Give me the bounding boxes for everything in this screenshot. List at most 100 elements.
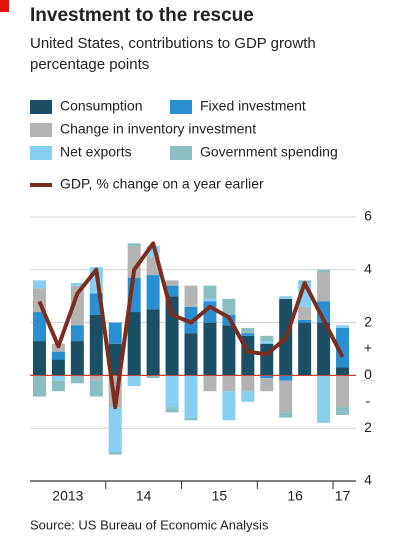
bar-segment: [317, 269, 331, 273]
bar-segment: [184, 285, 198, 307]
bar-segment: [165, 280, 179, 286]
bar-segment: [222, 391, 236, 421]
bar-segment: [203, 298, 217, 302]
legend-label: Change in inventory investment: [60, 121, 256, 137]
bar-segment: [89, 380, 103, 397]
bar-segment: [165, 375, 179, 408]
bar-segment: [89, 314, 103, 376]
legend-label: Consumption: [60, 98, 143, 114]
bar-segment: [279, 412, 293, 418]
bar-segment: [241, 391, 255, 402]
x-tick-label: 17: [335, 488, 351, 504]
sign-label: +: [364, 340, 372, 356]
subtitle: percentage points: [30, 56, 149, 73]
bar-segment: [241, 375, 255, 392]
bar-segment: [108, 407, 122, 452]
bar-segment: [336, 367, 350, 376]
bar-segment: [317, 272, 331, 302]
legend-swatch: [30, 100, 52, 114]
bar-segment: [317, 375, 331, 423]
legend-swatch: [30, 146, 52, 160]
bar-segment: [146, 375, 160, 379]
bar-segment: [298, 306, 312, 320]
bar-segment: [32, 341, 46, 376]
bar-segment: [336, 325, 350, 328]
subtitle: United States, contributions to GDP grow…: [30, 35, 316, 52]
bar-segment: [51, 351, 65, 360]
legend-swatch: [170, 100, 192, 114]
bar-segment: [279, 296, 293, 299]
bar-segment: [70, 283, 84, 286]
bar-segment: [279, 380, 293, 413]
bar-segment: [336, 375, 350, 408]
bar-segment: [70, 341, 84, 376]
bar-segment: [241, 327, 255, 334]
bar-segment: [127, 375, 141, 386]
bar-segment: [336, 407, 350, 415]
bar-segment: [127, 243, 141, 247]
bar-segment: [222, 298, 236, 315]
bar-segment: [260, 341, 274, 344]
bar-segment: [32, 280, 46, 289]
legend-swatch: [30, 123, 52, 137]
bar-segment: [108, 343, 122, 376]
bar-segment: [203, 322, 217, 376]
bar-segment: [70, 285, 84, 326]
legend-label: Net exports: [60, 144, 132, 160]
source: Source: US Bureau of Economic Analysis: [30, 517, 269, 532]
bar-segment: [32, 375, 46, 397]
bar-segment: [203, 375, 217, 392]
legend-label: GDP, % change on a year earlier: [60, 176, 264, 192]
y-tick-label: 0: [364, 366, 372, 382]
bar-segment: [184, 333, 198, 376]
legend-label: Fixed investment: [200, 98, 306, 114]
bar-segment: [260, 335, 274, 342]
x-tick-label: 15: [212, 488, 228, 504]
bar-segment: [70, 375, 84, 384]
brand-tag: [0, 0, 9, 12]
gdp-line: [37, 241, 345, 410]
bar-segment: [298, 322, 312, 376]
y-tick-label: 4: [364, 472, 372, 488]
sign-label: -: [366, 393, 371, 409]
bar-segment: [51, 380, 65, 392]
bar-segment: [260, 378, 274, 392]
bar-segment: [165, 285, 179, 297]
bar-segment: [127, 246, 141, 278]
bar-segment: [184, 375, 198, 418]
bar-segment: [222, 375, 236, 392]
bar-segment: [317, 322, 331, 376]
bar-segment: [298, 319, 312, 323]
bar-segment: [51, 359, 65, 376]
bar-segment: [165, 407, 179, 413]
y-tick-label: 6: [364, 208, 372, 224]
bar-segment: [222, 325, 236, 376]
x-tick-label: 14: [136, 488, 152, 504]
bar-segment: [89, 375, 103, 381]
legend-swatch: [170, 146, 192, 160]
bar-segment: [146, 275, 160, 310]
y-tick-label: 2: [364, 313, 372, 329]
bar-segment: [260, 375, 274, 379]
bar-segment: [70, 325, 84, 342]
bar-segment: [203, 285, 217, 299]
bar-segment: [336, 327, 350, 368]
chart-title: Investment to the rescue: [30, 5, 254, 26]
bar-segment: [184, 417, 198, 421]
x-tick-label: 2013: [52, 488, 83, 504]
bar-segment: [279, 375, 293, 381]
bar-segment: [146, 246, 160, 257]
bar-segment: [32, 312, 46, 342]
bar-segment: [241, 333, 255, 336]
bar-segment: [108, 322, 122, 344]
bar-segment: [127, 312, 141, 376]
legend-label: Government spending: [200, 144, 338, 160]
bar-segment: [51, 375, 65, 381]
bar-segment: [184, 306, 198, 334]
x-tick-label: 16: [287, 488, 303, 504]
bar-segment: [108, 451, 122, 455]
y-tick-label: 4: [364, 261, 372, 277]
y-tick-label: 2: [364, 419, 372, 435]
bar-segment: [146, 309, 160, 376]
